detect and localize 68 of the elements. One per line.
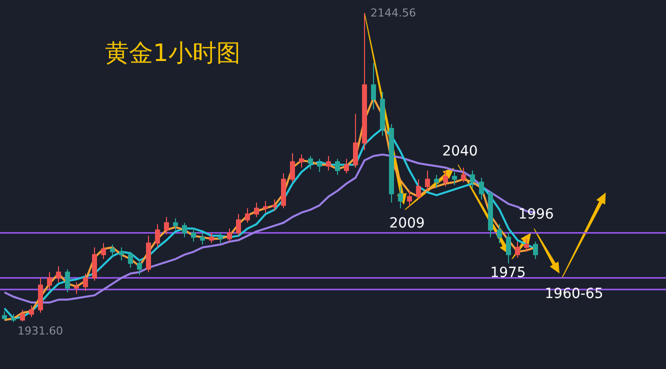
candlestick [416,178,421,200]
candlestick [461,167,466,183]
candlestick [173,218,178,231]
candlestick [101,242,106,260]
candlestick [299,154,304,168]
candlestick [524,238,529,252]
candlestick [83,273,88,292]
candlestick [506,232,511,264]
candlestick [200,232,205,246]
candlestick [209,232,214,244]
candlestick [425,170,430,192]
candlestick [92,246,97,282]
candlestick [290,152,295,183]
candlestick [110,244,115,257]
candlestick [479,177,484,200]
candlestick [218,232,223,244]
annotation: 2040 [442,144,478,160]
annotation: 1996 [518,206,554,223]
candlestick [155,224,160,248]
annotation: 1975 [490,265,526,282]
candlestick [371,62,376,110]
candlestick [146,235,151,273]
candlestick [236,214,241,236]
annotation: 2144.56 [370,6,416,20]
candlestick [470,170,475,188]
candlestick [515,241,520,258]
candlestick [389,124,394,203]
candlestick [56,266,61,283]
candlestick [335,158,340,176]
candlestick [47,272,52,290]
candlestick [38,277,43,314]
candlestick [245,208,250,224]
candlestick [128,251,133,268]
candlestick [191,228,196,242]
candlestick [20,309,25,322]
candlestick [308,156,313,170]
candlestick [317,158,322,172]
candlestick [353,113,358,168]
candlestick [137,260,142,276]
candlestick [533,241,538,260]
candlestick [2,310,7,320]
annotation: 1960-65 [544,286,604,302]
candlestick [164,216,169,235]
candlestick [263,200,268,214]
candlestick [29,304,34,318]
candlestick [398,186,403,209]
candlestick [407,190,412,208]
text: 黄金1小时图 [105,39,240,67]
candlestick [182,222,187,238]
candlestick [488,190,493,238]
candlestick [497,224,502,244]
candlestick [362,12,367,151]
candlestick [272,199,277,212]
candlestick [443,170,448,187]
candlestick [227,228,232,242]
candlestick [281,172,286,209]
candlestick [74,282,79,294]
candlestick [11,314,16,322]
candlestick [380,92,385,136]
annotation: 2009 [389,216,425,232]
text: 1931.60 [18,324,63,338]
candlestick [344,158,349,174]
candlestick [119,246,124,261]
candlestick [326,156,331,172]
candlestick [65,268,70,293]
candlestick [452,171,457,186]
candlestick [434,174,439,188]
candlestick [254,202,259,218]
